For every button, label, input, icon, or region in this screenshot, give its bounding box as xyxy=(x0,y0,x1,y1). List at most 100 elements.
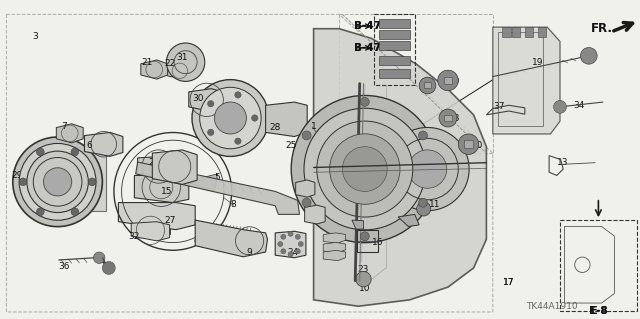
Text: 4: 4 xyxy=(100,257,105,266)
Circle shape xyxy=(281,234,286,239)
Text: E-8: E-8 xyxy=(589,306,607,316)
Text: 20: 20 xyxy=(471,141,483,150)
Circle shape xyxy=(27,151,88,212)
Circle shape xyxy=(200,87,261,149)
Text: 24: 24 xyxy=(287,248,299,256)
Bar xyxy=(525,27,533,37)
Text: 22: 22 xyxy=(164,59,175,68)
Circle shape xyxy=(419,198,428,207)
Text: 27: 27 xyxy=(164,216,175,225)
Circle shape xyxy=(419,131,428,140)
Circle shape xyxy=(207,129,214,136)
Circle shape xyxy=(13,137,102,226)
Text: 17: 17 xyxy=(503,278,515,287)
Bar xyxy=(424,82,431,88)
Text: 33: 33 xyxy=(423,80,435,89)
Circle shape xyxy=(281,249,286,254)
Circle shape xyxy=(419,77,436,94)
Text: FR.: FR. xyxy=(591,22,612,34)
Text: 31: 31 xyxy=(177,53,188,62)
Circle shape xyxy=(19,144,96,220)
Bar xyxy=(512,27,520,37)
Circle shape xyxy=(304,108,426,230)
Circle shape xyxy=(417,202,431,216)
Circle shape xyxy=(235,138,241,145)
Polygon shape xyxy=(58,153,106,211)
Text: 26: 26 xyxy=(148,158,159,167)
Circle shape xyxy=(439,109,457,127)
Text: 12: 12 xyxy=(407,219,419,228)
Text: B-47: B-47 xyxy=(354,21,381,31)
Bar xyxy=(379,41,410,50)
Circle shape xyxy=(342,147,387,191)
Circle shape xyxy=(207,100,214,107)
Polygon shape xyxy=(118,203,195,230)
Text: 29: 29 xyxy=(12,171,23,180)
Polygon shape xyxy=(131,222,170,241)
Circle shape xyxy=(330,134,400,204)
Text: 30: 30 xyxy=(193,94,204,103)
Polygon shape xyxy=(398,214,419,226)
Circle shape xyxy=(360,232,369,241)
Bar xyxy=(464,140,473,148)
Text: E-8: E-8 xyxy=(589,306,608,316)
Bar xyxy=(498,32,543,126)
Text: 25: 25 xyxy=(285,141,297,150)
Circle shape xyxy=(554,100,566,113)
Circle shape xyxy=(71,148,79,156)
Circle shape xyxy=(278,241,283,247)
Circle shape xyxy=(19,178,27,186)
Circle shape xyxy=(302,131,311,140)
Circle shape xyxy=(302,198,311,207)
Text: 20: 20 xyxy=(449,77,460,86)
Circle shape xyxy=(458,134,479,154)
Circle shape xyxy=(360,97,369,106)
Bar xyxy=(560,220,637,311)
Polygon shape xyxy=(352,220,364,229)
Text: 19: 19 xyxy=(532,58,543,67)
Circle shape xyxy=(88,178,96,186)
Polygon shape xyxy=(134,175,189,203)
Text: 35: 35 xyxy=(309,212,321,221)
Text: 2: 2 xyxy=(337,238,342,247)
Polygon shape xyxy=(275,231,306,258)
Circle shape xyxy=(386,128,469,211)
Bar xyxy=(502,27,511,37)
Circle shape xyxy=(36,148,44,156)
Text: 18: 18 xyxy=(365,219,377,228)
Polygon shape xyxy=(141,60,168,79)
Text: 28: 28 xyxy=(269,123,281,132)
Bar xyxy=(379,30,410,39)
Text: 17: 17 xyxy=(503,278,515,287)
Circle shape xyxy=(102,262,115,274)
Polygon shape xyxy=(323,233,346,243)
Polygon shape xyxy=(56,124,83,143)
Text: 34: 34 xyxy=(573,101,585,110)
Bar xyxy=(379,19,410,28)
Circle shape xyxy=(166,43,205,81)
Circle shape xyxy=(295,249,300,254)
Circle shape xyxy=(356,271,371,287)
Circle shape xyxy=(317,121,413,217)
Text: B-47-1: B-47-1 xyxy=(354,43,392,53)
Polygon shape xyxy=(195,220,268,257)
Text: 33: 33 xyxy=(449,114,460,122)
Text: 11: 11 xyxy=(429,200,441,209)
Circle shape xyxy=(36,208,44,216)
Text: 15: 15 xyxy=(161,187,172,196)
Polygon shape xyxy=(152,150,197,184)
Circle shape xyxy=(438,70,458,91)
Text: 3: 3 xyxy=(33,32,38,41)
Bar xyxy=(374,14,415,85)
Circle shape xyxy=(580,48,597,64)
Text: 36: 36 xyxy=(58,262,70,271)
Text: 37: 37 xyxy=(493,102,505,111)
Text: 16: 16 xyxy=(372,238,383,247)
Text: 21: 21 xyxy=(141,58,153,67)
Polygon shape xyxy=(84,132,123,156)
Circle shape xyxy=(93,252,105,263)
Polygon shape xyxy=(136,162,300,214)
Bar xyxy=(379,69,410,78)
Bar xyxy=(444,115,452,121)
Circle shape xyxy=(235,92,241,98)
